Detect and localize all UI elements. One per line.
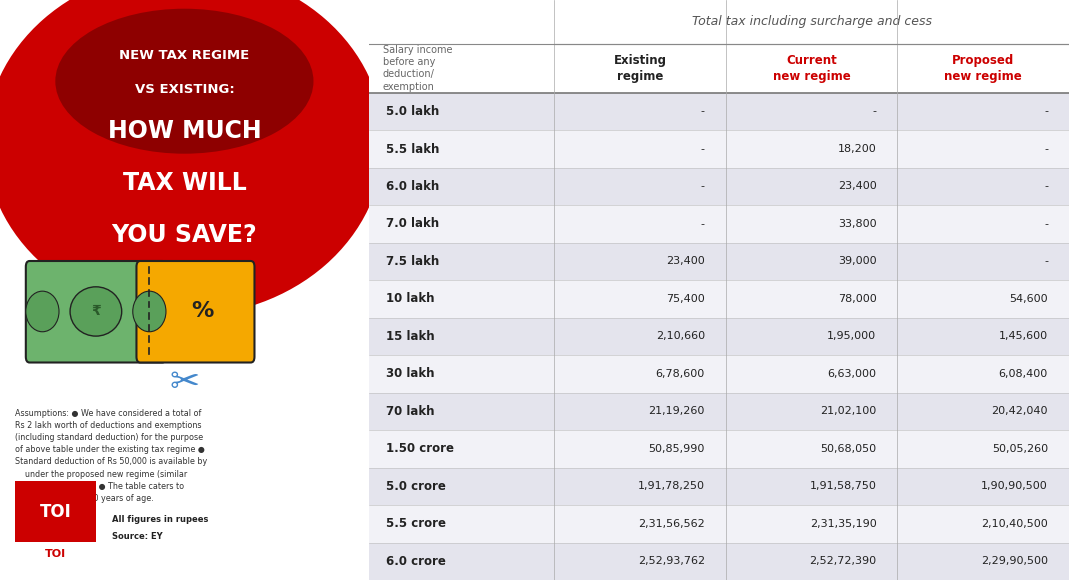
Text: 5.0 crore: 5.0 crore [386,480,446,493]
Text: 2,10,40,500: 2,10,40,500 [981,519,1048,529]
Text: Total tax including surcharge and cess: Total tax including surcharge and cess [692,15,932,28]
Bar [369,205,1069,242]
Text: ₹: ₹ [91,304,100,318]
Text: 6,08,400: 6,08,400 [998,369,1048,379]
Text: %: % [191,302,214,321]
Text: -: - [701,182,704,191]
Text: 54,600: 54,600 [1009,294,1048,304]
Bar [369,505,1069,542]
Text: Salary income
before any
deduction/
exemption: Salary income before any deduction/ exem… [383,45,452,92]
Text: YOU SAVE?: YOU SAVE? [111,223,258,247]
Text: 20,42,040: 20,42,040 [991,407,1048,416]
Text: -: - [1044,107,1048,117]
Text: 1,91,78,250: 1,91,78,250 [638,481,704,491]
Text: 33,800: 33,800 [838,219,877,229]
Text: 1.50 crore: 1.50 crore [386,443,454,455]
Text: 21,02,100: 21,02,100 [820,407,877,416]
Text: Proposed
new regime: Proposed new regime [944,54,1022,83]
FancyBboxPatch shape [15,481,96,542]
Text: -: - [1044,256,1048,266]
Bar [369,242,1069,280]
Text: -: - [701,107,704,117]
Text: 30 lakh: 30 lakh [386,367,435,380]
Text: -: - [701,144,704,154]
Text: HOW MUCH: HOW MUCH [108,118,261,143]
Ellipse shape [133,291,166,332]
Text: Assumptions: ● We have considered a total of
Rs 2 lakh worth of deductions and e: Assumptions: ● We have considered a tota… [15,409,207,503]
Text: 21,19,260: 21,19,260 [649,407,704,416]
Text: 10 lakh: 10 lakh [386,292,435,306]
Text: 7.0 lakh: 7.0 lakh [386,218,439,230]
Text: All figures in rupees: All figures in rupees [112,514,208,524]
Bar [369,393,1069,430]
Text: -: - [872,107,877,117]
Text: 39,000: 39,000 [838,256,877,266]
Text: 15 lakh: 15 lakh [386,330,435,343]
Bar [369,542,1069,580]
Text: 2,10,660: 2,10,660 [655,331,704,342]
Bar [369,430,1069,467]
Text: 5.5 lakh: 5.5 lakh [386,143,439,155]
Text: 50,68,050: 50,68,050 [820,444,877,454]
Ellipse shape [71,287,122,336]
Text: 6,78,600: 6,78,600 [655,369,704,379]
Ellipse shape [26,291,59,332]
Text: 1,95,000: 1,95,000 [827,331,877,342]
Bar [369,467,1069,505]
Text: 1,91,58,750: 1,91,58,750 [809,481,877,491]
Text: TAX WILL: TAX WILL [123,171,246,195]
Bar [369,130,1069,168]
Text: 2,52,93,762: 2,52,93,762 [638,556,704,566]
Text: TOI: TOI [40,502,72,521]
Text: 5.5 crore: 5.5 crore [386,517,447,530]
Text: 78,000: 78,000 [838,294,877,304]
Text: Existing
regime: Existing regime [614,54,667,83]
Text: VS EXISTING:: VS EXISTING: [135,84,234,96]
Ellipse shape [56,9,313,154]
Bar [369,318,1069,355]
Text: 5.0 lakh: 5.0 lakh [386,105,439,118]
Text: Current
new regime: Current new regime [773,54,851,83]
Text: 50,05,260: 50,05,260 [992,444,1048,454]
Text: 6,63,000: 6,63,000 [827,369,877,379]
Text: 1,90,90,500: 1,90,90,500 [981,481,1048,491]
Text: 6.0 lakh: 6.0 lakh [386,180,439,193]
FancyBboxPatch shape [26,261,166,362]
Text: 2,31,56,562: 2,31,56,562 [638,519,704,529]
Text: 2,29,90,500: 2,29,90,500 [981,556,1048,566]
Text: 2,52,72,390: 2,52,72,390 [809,556,877,566]
Bar [369,168,1069,205]
Text: -: - [1044,182,1048,191]
Text: 50,85,990: 50,85,990 [649,444,704,454]
Text: Source: EY: Source: EY [112,532,164,541]
Text: TOI: TOI [45,549,66,559]
FancyBboxPatch shape [137,261,254,362]
Bar [369,93,1069,130]
Text: 18,200: 18,200 [838,144,877,154]
Text: 1,45,600: 1,45,600 [998,331,1048,342]
Text: 2,31,35,190: 2,31,35,190 [809,519,877,529]
Text: -: - [1044,219,1048,229]
Text: 23,400: 23,400 [666,256,704,266]
Bar [369,355,1069,393]
Text: 75,400: 75,400 [666,294,704,304]
Ellipse shape [0,0,384,316]
Text: -: - [701,219,704,229]
Bar [369,280,1069,318]
Text: 70 lakh: 70 lakh [386,405,435,418]
Text: 7.5 lakh: 7.5 lakh [386,255,439,268]
Text: ✂: ✂ [169,366,200,400]
Text: 6.0 crore: 6.0 crore [386,554,446,568]
Text: 23,400: 23,400 [838,182,877,191]
Text: -: - [1044,144,1048,154]
Text: NEW TAX REGIME: NEW TAX REGIME [120,49,249,61]
